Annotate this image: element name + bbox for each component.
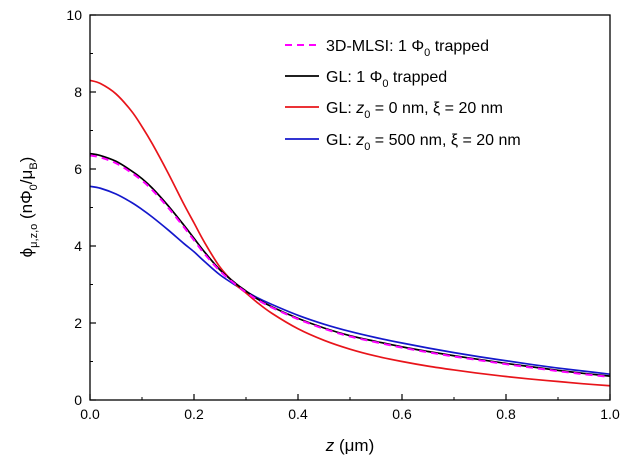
x-tick-label: 0.2 bbox=[184, 406, 204, 422]
legend-entry: GL: z0 = 0 nm, ξ = 20 nm bbox=[326, 100, 503, 121]
y-tick-label: 10 bbox=[66, 7, 82, 23]
series-layer bbox=[89, 79, 611, 387]
series-line-1 bbox=[89, 154, 611, 378]
legend: 3D-MLSI: 1 Φ0 trapped GL: 1 Φ0 trapped GL:… bbox=[285, 38, 521, 153]
y-tick-label: 4 bbox=[74, 238, 82, 254]
y-tick-label: 8 bbox=[74, 84, 82, 100]
x-tick-label: 1.0 bbox=[600, 406, 620, 422]
series-line-2 bbox=[89, 152, 611, 377]
legend-entry: GL: z0 = 500 nm, ξ = 20 nm bbox=[326, 132, 521, 153]
series-line-4 bbox=[89, 185, 611, 376]
series-line-3 bbox=[89, 79, 611, 387]
x-tick-label: 0.6 bbox=[392, 406, 412, 422]
y-axis-label: ϕμ,z,o (nΦ0/μB) bbox=[17, 157, 40, 258]
legend-entry: 3D-MLSI: 1 Φ0 trapped bbox=[326, 38, 489, 59]
y-tick-label: 6 bbox=[74, 161, 82, 177]
x-tick-label: 0.4 bbox=[288, 406, 308, 422]
y-tick-label: 0 bbox=[74, 392, 82, 408]
x-tick-label: 0.8 bbox=[496, 406, 516, 422]
y-tick-label: 2 bbox=[74, 315, 82, 331]
x-axis-label: z (μm) bbox=[325, 436, 375, 455]
x-tick-label: 0.0 bbox=[80, 406, 100, 422]
legend-entry: GL: 1 Φ0 trapped bbox=[326, 69, 447, 90]
ticks-layer: 0.0 0.2 0.4 0.6 0.8 1.0 0 2 4 6 8 10 bbox=[66, 7, 620, 422]
